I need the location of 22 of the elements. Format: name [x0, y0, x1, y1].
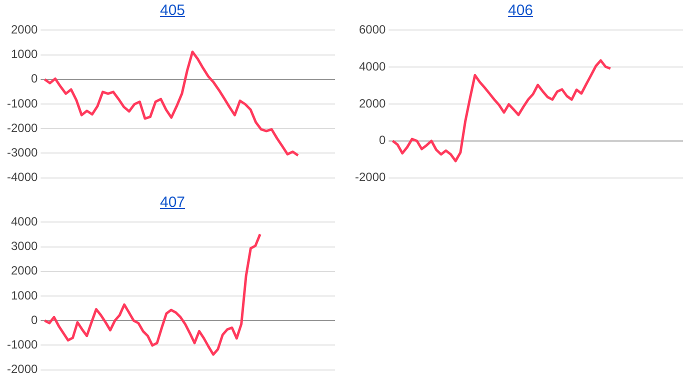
y-tick-label: -2000 — [354, 170, 386, 184]
y-tick-label: 0 — [31, 312, 38, 327]
y-tick-label: 2000 — [10, 264, 38, 278]
y-tick-label: -3000 — [6, 146, 38, 160]
chart-title: 406 — [506, 2, 534, 19]
y-tick-label: 1000 — [10, 288, 38, 302]
y-tick-label: -4000 — [6, 170, 38, 184]
y-tick-label: -2000 — [6, 120, 38, 135]
chart-title: 407 — [158, 194, 186, 211]
y-tick-label: 4000 — [358, 59, 386, 74]
y-tick-label: 4000 — [10, 214, 38, 229]
y-tick-label: 6000 — [358, 22, 386, 37]
y-tick-label: 0 — [379, 133, 386, 148]
y-tick-label: -1000 — [6, 338, 38, 352]
y-tick-label: 3000 — [10, 239, 38, 254]
y-tick-label: -1000 — [6, 96, 38, 110]
y-tick-label: 1000 — [10, 47, 38, 62]
y-tick-label: 0 — [31, 72, 38, 86]
y-tick-label: 2000 — [10, 22, 38, 37]
chart-title: 405 — [158, 2, 186, 19]
y-tick-label: 2000 — [358, 96, 386, 110]
y-tick-label: -2000 — [6, 362, 38, 376]
